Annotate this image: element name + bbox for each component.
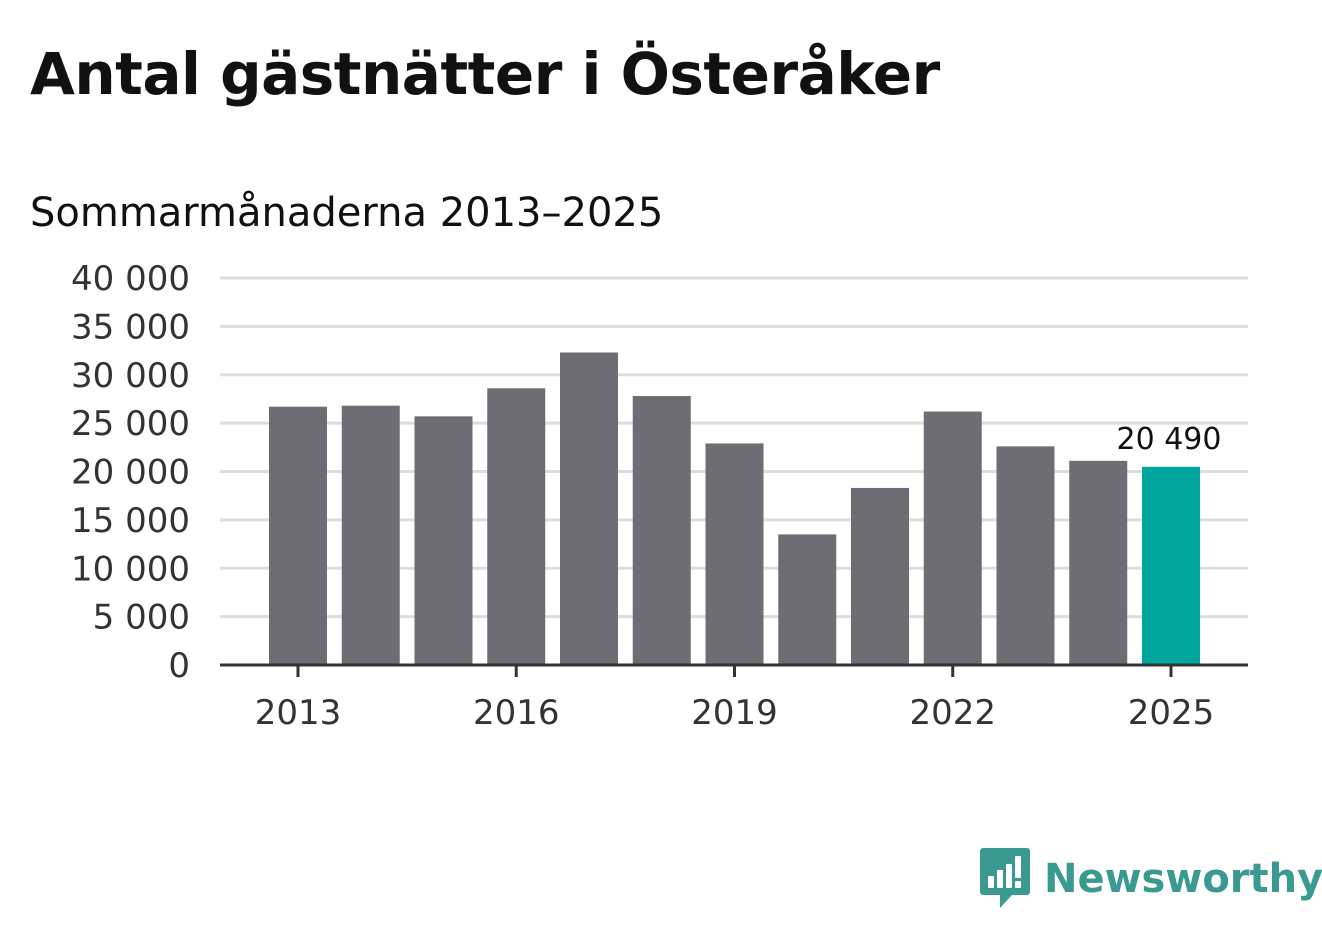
bar — [778, 534, 837, 665]
bar — [414, 416, 473, 665]
y-tick-label: 10 000 — [71, 549, 190, 589]
x-tick-label: 2019 — [691, 693, 778, 733]
y-tick-label: 25 000 — [71, 404, 190, 444]
data-label: 20 490 — [1117, 422, 1222, 457]
chart-subtitle: Sommarmånaderna 2013–2025 — [30, 190, 664, 236]
bar — [269, 406, 327, 665]
bar — [341, 405, 400, 665]
y-tick-label: 30 000 — [71, 356, 190, 396]
bars — [269, 352, 1200, 665]
bar — [705, 443, 764, 665]
y-tick-label: 0 — [168, 646, 190, 686]
x-tick-label: 2016 — [473, 693, 560, 733]
bar — [996, 446, 1055, 665]
bar — [487, 388, 546, 665]
x-tick-label: 2022 — [909, 693, 996, 733]
y-tick-label: 35 000 — [71, 307, 190, 347]
y-tick-label: 20 000 — [71, 453, 190, 493]
newsworthy-logo-icon — [980, 848, 1030, 908]
bar — [1069, 460, 1128, 665]
x-tick-label: 2013 — [255, 693, 342, 733]
bar — [923, 411, 982, 665]
y-tick-label: 40 000 — [71, 259, 190, 299]
labels: 0 5 000 10 000 15 000 20 000 25 000 30 000 35 0… — [71, 259, 1221, 733]
x-tick-label: 2025 — [1128, 693, 1215, 733]
bar — [851, 487, 909, 665]
y-tick-label: 5 000 — [93, 598, 190, 638]
brand-name: Newsworthy — [1044, 856, 1322, 902]
y-tick-label: 15 000 — [71, 501, 190, 541]
bar — [560, 352, 618, 665]
bar-highlight — [1142, 466, 1200, 665]
chart-title: Antal gästnätter i Österåker — [30, 40, 940, 108]
bar — [632, 396, 691, 665]
axes — [220, 663, 1248, 677]
brand: Newsworthy — [980, 848, 1322, 910]
